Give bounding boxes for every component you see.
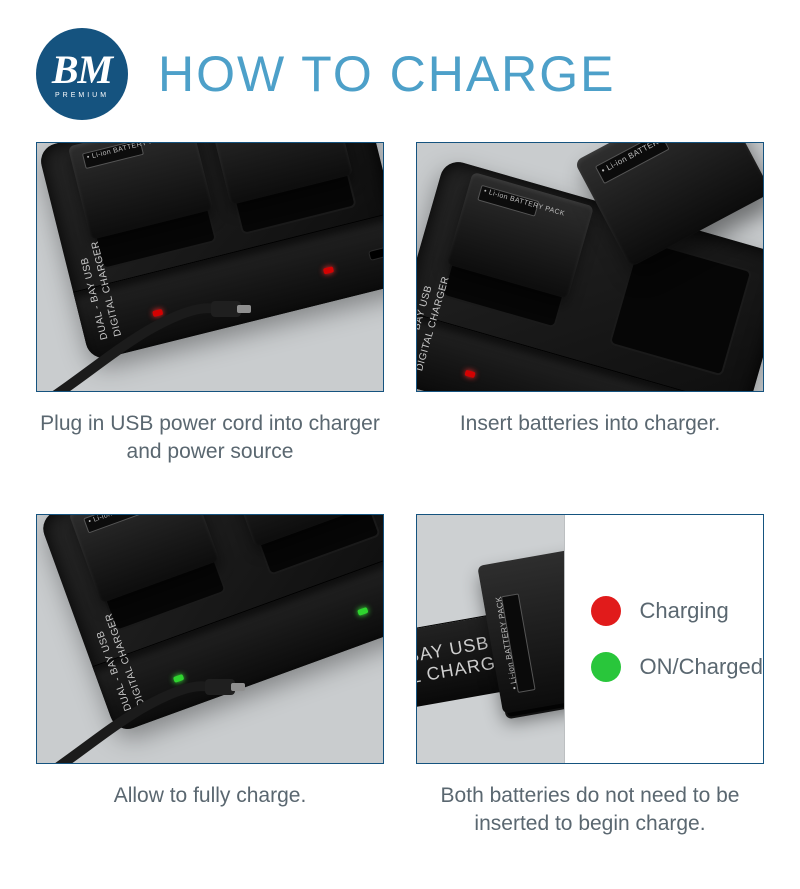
step-1-caption: Plug in USB power cord into charger and … <box>36 410 384 467</box>
green-dot-icon <box>591 652 621 682</box>
led-legend: Charging ON/Charged <box>565 515 763 763</box>
charger-illustration: DUAL - BAY USB DIGITAL CHARGER <box>37 142 384 362</box>
charger-illustration: DUAL - BAY USB DIGITAL CHARGER <box>38 514 384 734</box>
step-4-photo: - BAY USB AL CHARGER Charging ON/Ch <box>416 514 764 764</box>
step-2-photo: DUAL - BAY USB DIGITAL CHARGER <box>416 142 764 392</box>
single-bay-photo: - BAY USB AL CHARGER <box>417 515 565 763</box>
led-left <box>173 674 184 683</box>
step-3: DUAL - BAY USB DIGITAL CHARGER Allow to … <box>36 514 384 856</box>
legend-charged: ON/Charged <box>591 652 763 682</box>
led-right <box>357 607 368 616</box>
led-right <box>323 266 334 274</box>
step-4: - BAY USB AL CHARGER Charging ON/Ch <box>416 514 764 856</box>
logo-subtext: PREMIUM <box>55 92 109 99</box>
usb-port <box>368 246 384 261</box>
step-2: DUAL - BAY USB DIGITAL CHARGER Insert ba… <box>416 142 764 484</box>
step-4-caption: Both batteries do not need to be inserte… <box>416 782 764 839</box>
page-title: HOW TO CHARGE <box>158 45 616 103</box>
header: BM PREMIUM HOW TO CHARGE <box>0 0 800 142</box>
logo-text: BM <box>52 50 112 90</box>
led-left <box>464 370 475 379</box>
red-dot-icon <box>591 596 621 626</box>
legend-charging: Charging <box>591 596 763 626</box>
legend-charging-label: Charging <box>639 598 728 624</box>
step-1: DUAL - BAY USB DIGITAL CHARGER Plug in U… <box>36 142 384 484</box>
bm-logo: BM PREMIUM <box>36 28 128 120</box>
step-2-caption: Insert batteries into charger. <box>416 410 764 438</box>
step-3-photo: DUAL - BAY USB DIGITAL CHARGER <box>36 514 384 764</box>
steps-grid: DUAL - BAY USB DIGITAL CHARGER Plug in U… <box>0 142 800 884</box>
step-3-caption: Allow to fully charge. <box>36 782 384 810</box>
legend-charged-label: ON/Charged <box>639 654 763 680</box>
led-left <box>152 309 163 317</box>
step-1-photo: DUAL - BAY USB DIGITAL CHARGER <box>36 142 384 392</box>
